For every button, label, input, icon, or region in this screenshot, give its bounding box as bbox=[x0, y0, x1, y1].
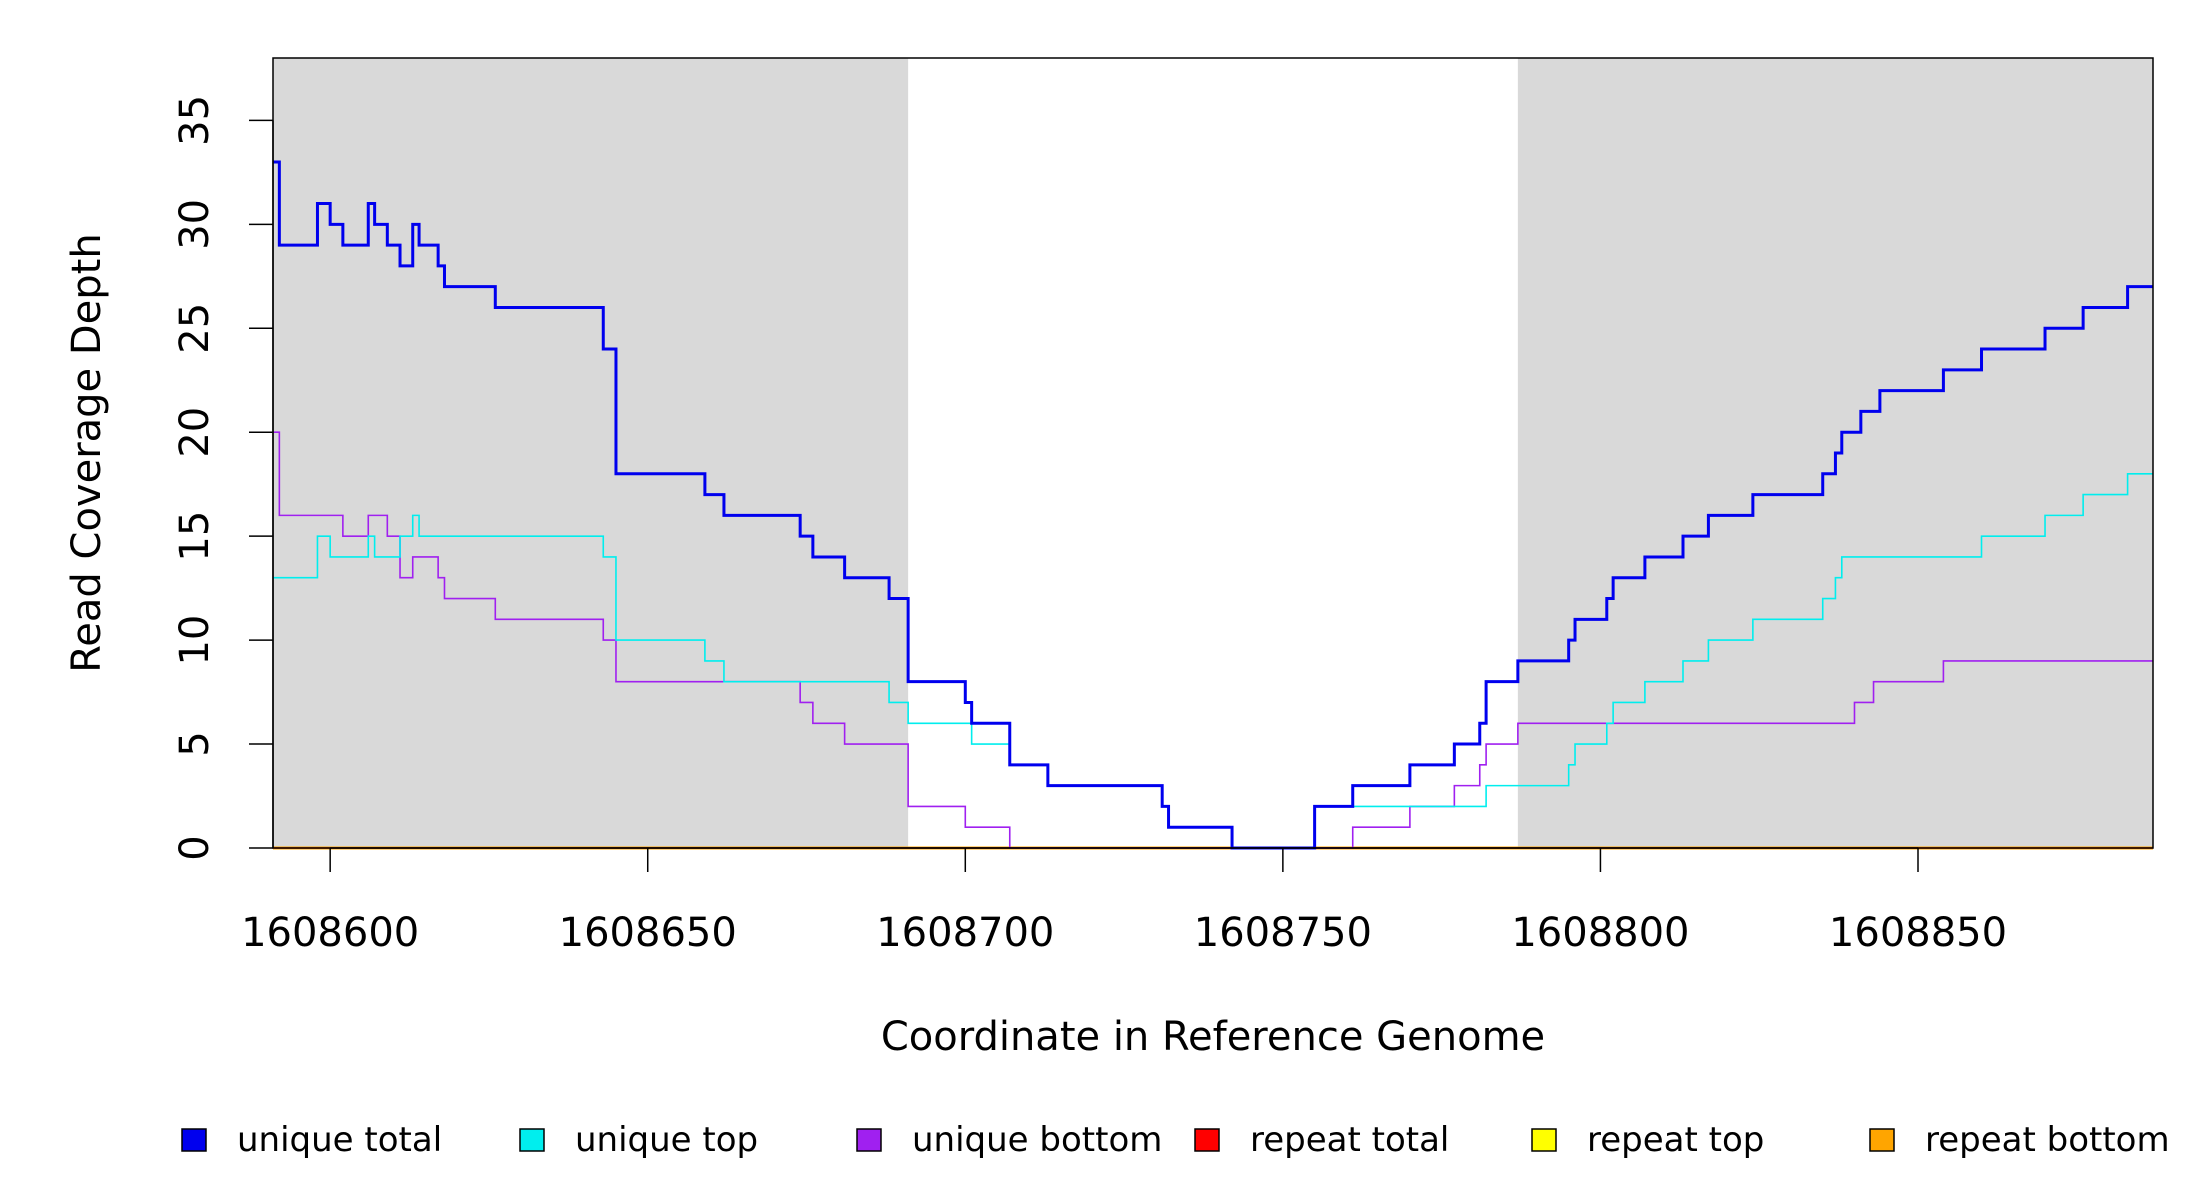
legend-swatch bbox=[1869, 1128, 1895, 1152]
x-tick-label: 1608750 bbox=[1194, 910, 1372, 956]
legend-label: unique top bbox=[575, 1120, 758, 1160]
shaded-regions bbox=[273, 58, 2153, 848]
shaded-region-1 bbox=[273, 58, 909, 848]
x-axis: 1608600 1608650 1608700 1608750 1608800 16088… bbox=[241, 847, 2007, 956]
x-tick-label: 1608650 bbox=[559, 910, 737, 956]
series-line-unique-total bbox=[273, 160, 2153, 850]
legend-swatch bbox=[1194, 1128, 1220, 1152]
x-tick-label: 1608700 bbox=[876, 910, 1054, 956]
legend-swatch bbox=[519, 1128, 545, 1152]
x-tick-label: 1608800 bbox=[1511, 910, 1689, 956]
x-tick-label: 1608850 bbox=[1829, 910, 2007, 956]
y-tick-label: 25 bbox=[172, 303, 218, 354]
legend: unique total unique top unique bottom repea… bbox=[181, 1120, 2170, 1160]
legend-swatch bbox=[1531, 1128, 1557, 1152]
y-axis-title: Read Coverage Depth bbox=[64, 233, 110, 672]
y-tick-label: 0 bbox=[172, 835, 218, 860]
y-tick-label: 15 bbox=[172, 511, 218, 562]
y-tick-label: 10 bbox=[172, 615, 218, 666]
legend-label: unique bottom bbox=[912, 1120, 1162, 1160]
legend-label: repeat bottom bbox=[1925, 1120, 2170, 1160]
x-axis-title: Coordinate in Reference Genome bbox=[881, 1014, 1545, 1060]
legend-label: repeat top bbox=[1587, 1120, 1764, 1160]
legend-label: repeat total bbox=[1250, 1120, 1449, 1160]
legend-swatch bbox=[181, 1128, 207, 1152]
y-tick-label: 35 bbox=[172, 95, 218, 146]
y-tick-label: 20 bbox=[172, 407, 218, 458]
y-tick-label: 30 bbox=[172, 199, 218, 250]
x-tick-label: 1608600 bbox=[241, 910, 419, 956]
y-axis: 0 5 10 15 20 25 30 35 bbox=[172, 95, 274, 861]
series-line-unique-bottom bbox=[273, 431, 2153, 849]
legend-swatch bbox=[856, 1128, 882, 1152]
y-tick-label: 5 bbox=[172, 731, 218, 756]
legend-label: unique total bbox=[237, 1120, 442, 1160]
